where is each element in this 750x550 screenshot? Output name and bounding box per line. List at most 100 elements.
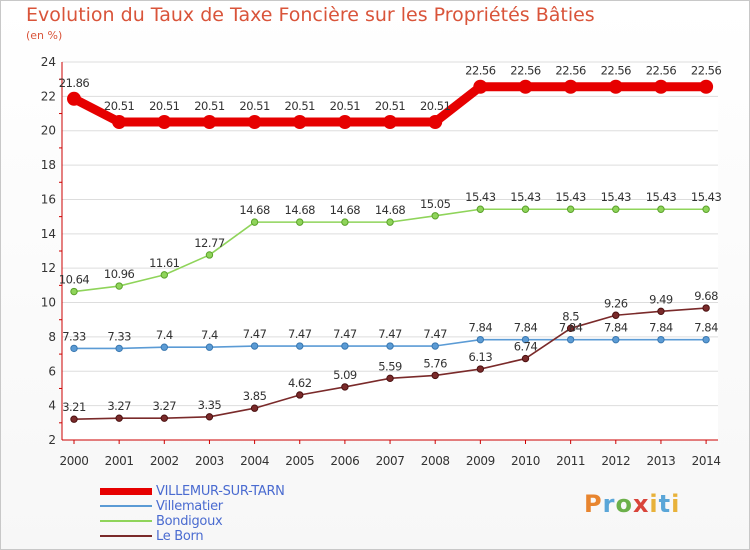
x-tick-label: 2003 xyxy=(195,454,224,468)
data-label: 11.61 xyxy=(149,256,180,270)
data-label: 9.49 xyxy=(649,292,673,306)
data-label: 7.47 xyxy=(288,327,312,341)
data-label: 8.5 xyxy=(562,309,579,323)
data-label: 7.84 xyxy=(514,321,538,335)
data-point xyxy=(205,251,214,259)
data-label: 7.47 xyxy=(333,327,357,341)
data-label: 20.51 xyxy=(420,99,451,113)
data-point xyxy=(563,79,578,94)
data-label: 22.56 xyxy=(646,64,677,78)
data-label: 7.84 xyxy=(649,321,673,335)
data-point xyxy=(157,114,172,129)
data-point xyxy=(341,383,349,391)
x-tick-label: 2006 xyxy=(330,454,359,468)
data-label: 15.43 xyxy=(691,190,722,204)
y-tick-label: 14 xyxy=(41,227,56,241)
legend-label: Le Born xyxy=(156,529,204,544)
x-tick-label: 2000 xyxy=(60,454,89,468)
data-point xyxy=(296,218,304,226)
data-point xyxy=(657,205,665,213)
data-point xyxy=(657,307,665,316)
data-label: 20.51 xyxy=(285,99,316,113)
data-label: 7.47 xyxy=(378,327,402,341)
data-point xyxy=(521,354,530,363)
data-point xyxy=(386,342,394,350)
data-label: 14.68 xyxy=(375,203,406,217)
data-point xyxy=(431,371,439,380)
data-point xyxy=(160,271,169,279)
data-label: 9.68 xyxy=(694,289,718,303)
data-point xyxy=(250,342,259,350)
data-point xyxy=(296,342,304,350)
data-label: 3.21 xyxy=(62,400,86,414)
data-point xyxy=(608,79,623,94)
y-tick-label: 22 xyxy=(41,89,56,103)
data-point xyxy=(473,79,488,94)
legend-label: Villematier xyxy=(156,499,223,514)
x-tick-label: 2001 xyxy=(105,454,134,468)
data-point xyxy=(247,114,262,129)
data-label: 20.51 xyxy=(194,99,225,113)
legend-swatch xyxy=(100,520,152,522)
data-point xyxy=(476,205,485,213)
data-point xyxy=(160,414,169,422)
data-point xyxy=(702,304,710,312)
data-point xyxy=(337,114,352,129)
data-label: 7.47 xyxy=(423,327,447,341)
x-tick-label: 2014 xyxy=(692,454,721,468)
y-tick-label: 18 xyxy=(41,158,56,172)
x-tick-label: 2005 xyxy=(285,454,314,468)
data-label: 6.74 xyxy=(514,340,538,354)
y-tick-label: 12 xyxy=(41,261,56,275)
data-point xyxy=(566,205,575,213)
data-label: 5.09 xyxy=(333,368,357,382)
data-label: 20.51 xyxy=(330,99,361,113)
data-point xyxy=(202,114,217,129)
data-point xyxy=(431,342,439,350)
data-point xyxy=(115,282,123,290)
proxiti-logo: Proxiti xyxy=(584,490,681,518)
data-label: 12.77 xyxy=(194,236,225,250)
y-tick-label: 10 xyxy=(41,296,56,310)
legend-swatch xyxy=(100,487,152,495)
data-label: 15.05 xyxy=(420,197,451,211)
data-point xyxy=(612,335,620,344)
data-label: 22.56 xyxy=(601,64,632,78)
x-tick-label: 2013 xyxy=(646,454,675,468)
data-label: 10.64 xyxy=(59,273,90,287)
data-label: 7.84 xyxy=(559,321,583,335)
data-point xyxy=(250,404,259,412)
data-point xyxy=(612,205,620,213)
y-tick-label: 24 xyxy=(41,55,56,69)
data-point xyxy=(653,79,668,94)
data-point xyxy=(205,343,214,351)
data-point xyxy=(296,391,304,399)
legend-swatch xyxy=(100,505,152,507)
data-point xyxy=(476,335,485,344)
x-tick-label: 2008 xyxy=(421,454,450,468)
data-point xyxy=(250,218,259,226)
data-point xyxy=(699,79,714,94)
data-label: 15.43 xyxy=(555,190,586,204)
data-point xyxy=(428,114,443,129)
data-label: 3.85 xyxy=(243,389,267,403)
data-label: 14.68 xyxy=(239,203,270,217)
data-point xyxy=(657,335,665,344)
data-point xyxy=(518,79,533,94)
data-label: 20.51 xyxy=(104,99,135,113)
data-label: 22.56 xyxy=(691,64,722,78)
data-label: 3.27 xyxy=(152,399,176,413)
data-label: 9.26 xyxy=(604,296,628,310)
legend-label: Bondigoux xyxy=(156,514,223,529)
data-label: 15.43 xyxy=(465,190,496,204)
data-point xyxy=(115,344,123,353)
data-label: 7.33 xyxy=(62,329,86,343)
x-tick-label: 2009 xyxy=(466,454,495,468)
x-tick-label: 2004 xyxy=(240,454,269,468)
x-tick-label: 2011 xyxy=(556,454,585,468)
data-label: 22.56 xyxy=(555,64,586,78)
x-tick-label: 2010 xyxy=(511,454,540,468)
x-tick-label: 2012 xyxy=(601,454,630,468)
x-tick-label: 2002 xyxy=(150,454,179,468)
